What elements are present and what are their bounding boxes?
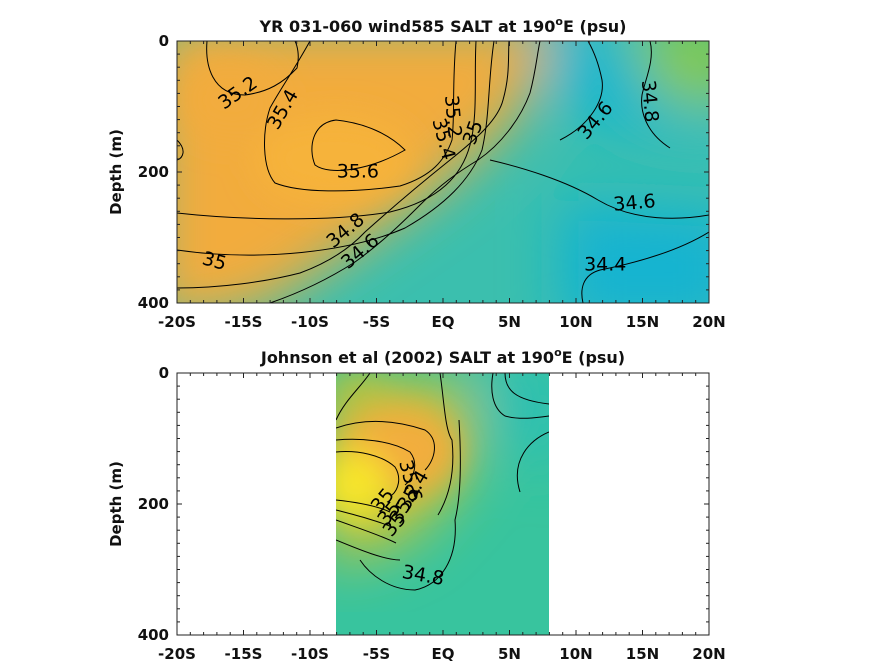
- x-tick-label: -5S: [363, 313, 390, 331]
- top-y-tick-labels: 0 200 400: [138, 32, 169, 312]
- contour-label: 34.6: [612, 190, 656, 216]
- bottom-tick-marks: [176, 372, 710, 636]
- x-tick-label: 10N: [559, 645, 592, 663]
- top-panel: YR 031-060 wind585 SALT at 190oE (psu): [107, 15, 726, 331]
- top-x-tick-labels: -20S -15S -10S -5S EQ 5N 10N 15N 20N: [158, 313, 726, 331]
- x-tick-label: 5N: [498, 645, 521, 663]
- top-title: YR 031-060 wind585 SALT at 190oE (psu): [259, 15, 627, 36]
- bottom-panel: Johnson et al (2002) SALT at 190oE (psu): [107, 346, 726, 663]
- x-tick-label: 20N: [692, 313, 725, 331]
- bottom-contour-lines: [336, 373, 549, 591]
- y-tick-label: 0: [159, 364, 169, 382]
- bottom-salinity-field: [336, 373, 549, 635]
- y-tick-label: 0: [159, 32, 169, 50]
- x-tick-label: 5N: [498, 313, 521, 331]
- contour-label: 34.4: [584, 254, 626, 276]
- x-tick-label: 20N: [692, 645, 725, 663]
- x-tick-label: EQ: [432, 645, 455, 663]
- top-tick-marks: [176, 40, 710, 304]
- x-tick-label: -10S: [291, 645, 329, 663]
- x-tick-label: -5S: [363, 645, 390, 663]
- x-tick-label: -15S: [225, 313, 263, 331]
- x-tick-label: -15S: [225, 645, 263, 663]
- top-y-axis-label: Depth (m): [107, 129, 125, 215]
- x-tick-label: -10S: [291, 313, 329, 331]
- top-contour-lines: [177, 41, 709, 303]
- x-tick-label: -20S: [158, 313, 196, 331]
- y-tick-label: 200: [138, 495, 169, 513]
- bottom-y-tick-labels: 0 200 400: [138, 364, 169, 644]
- bottom-x-tick-labels: -20S -15S -10S -5S EQ 5N 10N 15N 20N: [158, 645, 726, 663]
- x-tick-label: -20S: [158, 645, 196, 663]
- x-tick-label: 15N: [626, 313, 659, 331]
- contour-label: 35.2: [440, 94, 466, 138]
- x-tick-label: 15N: [626, 645, 659, 663]
- y-tick-label: 200: [138, 163, 169, 181]
- y-tick-label: 400: [138, 626, 169, 644]
- bottom-title: Johnson et al (2002) SALT at 190oE (psu): [260, 346, 625, 367]
- x-tick-label: EQ: [432, 313, 455, 331]
- bottom-y-axis-label: Depth (m): [107, 461, 125, 547]
- contour-label: 35.6: [337, 161, 379, 183]
- top-salinity-field: [177, 41, 709, 303]
- x-tick-label: 10N: [559, 313, 592, 331]
- contour-label: 34.8: [637, 79, 663, 123]
- y-tick-label: 400: [138, 294, 169, 312]
